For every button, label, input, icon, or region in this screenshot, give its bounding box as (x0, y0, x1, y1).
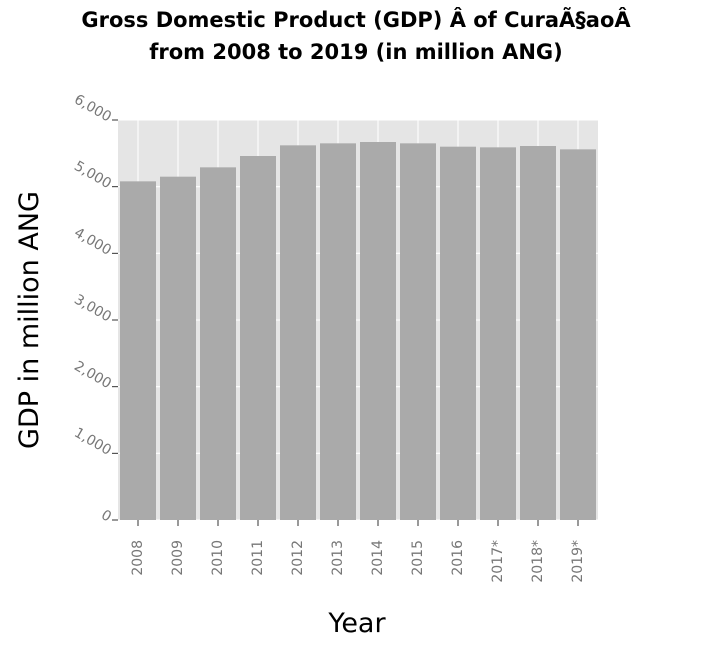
x-tick-label: 2011 (250, 540, 266, 576)
bar (520, 146, 556, 520)
bar (360, 142, 396, 520)
bar (160, 176, 196, 520)
x-tick-label: 2012 (290, 540, 306, 576)
y-tick-label: 3,000 (71, 292, 114, 326)
y-tick-label: 5,000 (71, 158, 114, 192)
y-tick-label: 4,000 (71, 225, 114, 259)
bars (120, 142, 596, 521)
x-tick-label: 2018* (530, 540, 546, 583)
y-tick-label: 0 (98, 507, 114, 525)
y-tick-label: 2,000 (71, 358, 114, 392)
chart-title-line-1: Gross Domestic Product (GDP) Â of CuraÃ§… (81, 7, 631, 32)
bar (120, 181, 156, 521)
x-axis: 2008 2009 2010 2011 2012 2013 2014 2015 2016 2017… (130, 520, 586, 583)
bar (480, 147, 516, 521)
y-axis: 0 1,000 2,000 3,000 4,000 5,000 6,000 (71, 92, 118, 525)
y-tick-label: 1,000 (71, 425, 114, 459)
x-tick-label: 2008 (130, 540, 146, 576)
bar (200, 167, 236, 521)
x-tick-label: 2017* (490, 540, 506, 583)
x-tick-label: 2013 (330, 540, 346, 576)
bar (560, 149, 596, 521)
x-tick-label: 2015 (410, 540, 426, 576)
x-tick-label: 2009 (170, 540, 186, 576)
x-tick-label: 2010 (210, 540, 226, 576)
x-tick-label: 2019* (570, 540, 586, 583)
bar (440, 146, 476, 520)
chart-title-line-2: from 2008 to 2019 (in million ANG) (149, 40, 563, 64)
y-tick-label: 6,000 (71, 92, 114, 126)
bar (280, 145, 316, 521)
bar (320, 143, 356, 521)
bar (240, 156, 276, 520)
y-axis-title: GDP in million ANG (14, 191, 45, 449)
x-axis-title: Year (327, 608, 386, 639)
bar (400, 143, 436, 521)
x-tick-label: 2016 (450, 540, 466, 576)
x-tick-label: 2014 (370, 540, 386, 576)
